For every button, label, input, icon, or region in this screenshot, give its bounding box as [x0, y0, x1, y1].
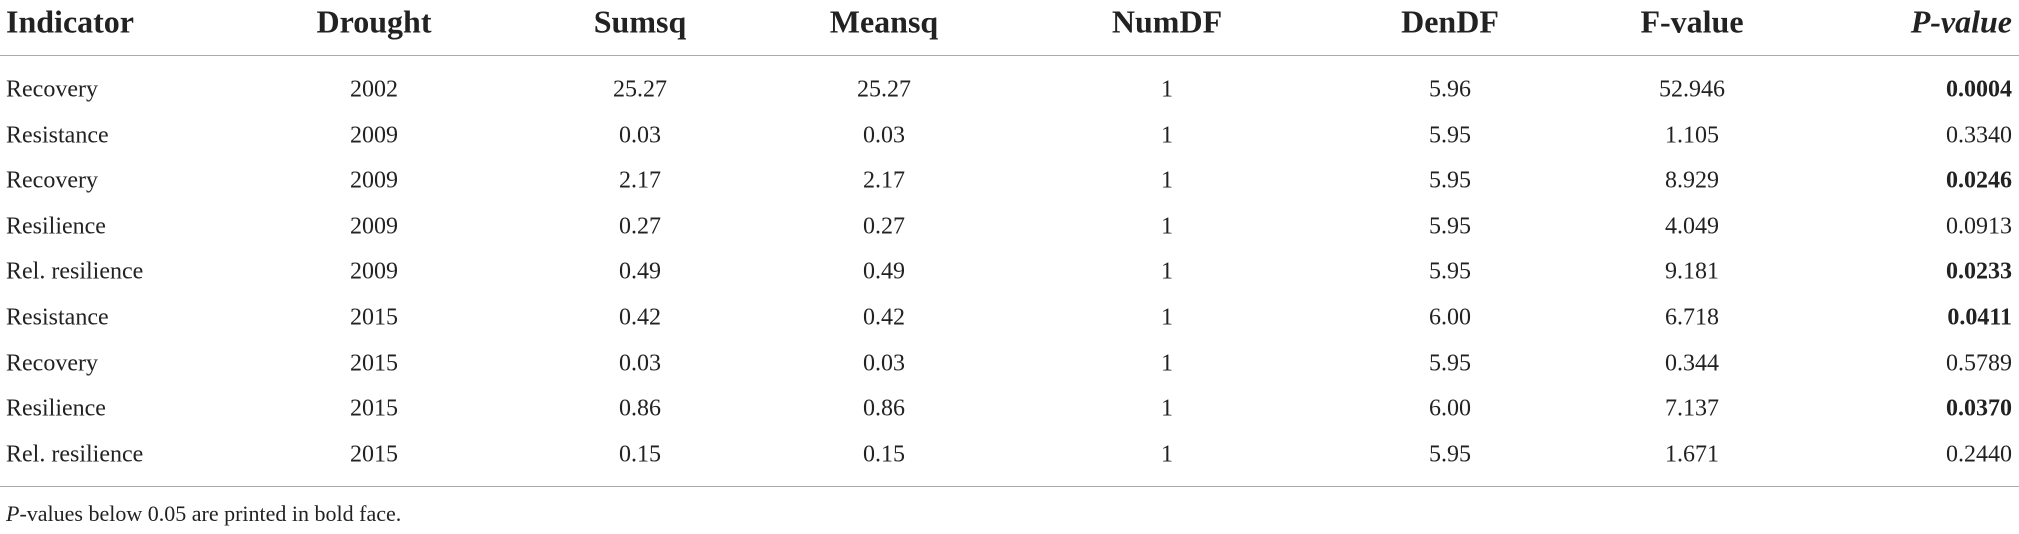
table-cell: 9.181 — [1665, 258, 1719, 285]
table-cell: 5.95 — [1429, 258, 1471, 285]
table-cell: 0.42 — [863, 304, 905, 331]
table-cell: 6.00 — [1429, 304, 1471, 331]
table-cell: 0.03 — [863, 122, 905, 149]
table-cell: 0.0370 — [1946, 395, 2012, 422]
table-cell: 2009 — [350, 122, 398, 149]
table-cell: 2.17 — [863, 167, 905, 194]
table-cell: 0.3340 — [1946, 122, 2012, 149]
table-cell: 0.0004 — [1946, 76, 2012, 103]
table-cell: Recovery — [6, 76, 98, 103]
table-cell: 2009 — [350, 213, 398, 240]
table-cell: 5.95 — [1429, 441, 1471, 468]
table-cell: Rel. resilience — [6, 441, 144, 468]
column-header: Drought — [316, 3, 432, 40]
table-cell: 0.5789 — [1946, 350, 2012, 377]
table-cell: Resilience — [6, 213, 106, 240]
table-cell: 0.27 — [619, 213, 661, 240]
column-header: NumDF — [1111, 3, 1223, 40]
table-cell: Resistance — [6, 122, 109, 149]
table-cell: 0.15 — [619, 441, 661, 468]
table-cell: 0.03 — [863, 350, 905, 377]
table-cell: 2.17 — [619, 167, 661, 194]
table-cell: 1 — [1161, 167, 1173, 194]
table-cell: 1.671 — [1665, 441, 1719, 468]
table-cell: 5.95 — [1429, 167, 1471, 194]
table-cell: 1 — [1161, 304, 1173, 331]
table-cell: 0.0913 — [1946, 213, 2012, 240]
table-cell: 5.95 — [1429, 213, 1471, 240]
header-rule — [0, 55, 2019, 56]
table-cell: 5.95 — [1429, 122, 1471, 149]
table-cell: Resilience — [6, 395, 106, 422]
table-cell: 0.0411 — [1947, 304, 2012, 331]
column-header: Indicator — [6, 3, 134, 40]
column-header: P-value — [1910, 3, 2012, 40]
table-cell: 2002 — [350, 76, 398, 103]
table-cell: 0.15 — [863, 441, 905, 468]
footnote: P-values below 0.05 are printed in bold … — [6, 501, 401, 527]
table-cell: 2009 — [350, 258, 398, 285]
table-cell: 2015 — [350, 304, 398, 331]
table-cell: 25.27 — [857, 76, 911, 103]
table-cell: 0.86 — [863, 395, 905, 422]
table-cell: 1 — [1161, 258, 1173, 285]
column-header: Meansq — [829, 3, 939, 40]
table-cell: 7.137 — [1665, 395, 1719, 422]
table-cell: 0.86 — [619, 395, 661, 422]
table-cell: 0.344 — [1665, 350, 1719, 377]
table-cell: 6.00 — [1429, 395, 1471, 422]
table-cell: 0.49 — [863, 258, 905, 285]
footnote-italic: P — [6, 501, 20, 526]
table-cell: 2015 — [350, 441, 398, 468]
table-cell: Resistance — [6, 304, 109, 331]
footnote-text: -values below 0.05 are printed in bold f… — [19, 501, 402, 526]
table-cell: 1 — [1161, 395, 1173, 422]
table-cell: 1 — [1161, 441, 1173, 468]
table-cell: 2015 — [350, 395, 398, 422]
table-cell: 2009 — [350, 167, 398, 194]
column-header: F-value — [1640, 3, 1744, 40]
table-cell: 6.718 — [1665, 304, 1719, 331]
column-header: Sumsq — [593, 3, 687, 40]
table-cell: 0.03 — [619, 350, 661, 377]
table-cell: 25.27 — [613, 76, 667, 103]
table-cell: 1.105 — [1665, 122, 1719, 149]
table-cell: 0.49 — [619, 258, 661, 285]
table-cell: 0.0233 — [1946, 258, 2012, 285]
bottom-rule — [0, 486, 2019, 487]
table-cell: 2015 — [350, 350, 398, 377]
table-cell: 1 — [1161, 213, 1173, 240]
table-cell: 1 — [1161, 350, 1173, 377]
table-cell: Recovery — [6, 167, 98, 194]
table-cell: Recovery — [6, 350, 98, 377]
table-cell: 5.95 — [1429, 350, 1471, 377]
column-header: DenDF — [1401, 3, 1499, 40]
table-cell: 1 — [1161, 122, 1173, 149]
table-cell: 0.42 — [619, 304, 661, 331]
table-cell: 4.049 — [1665, 213, 1719, 240]
table-cell: 0.27 — [863, 213, 905, 240]
table-cell: 52.946 — [1659, 76, 1725, 103]
table-cell: 1 — [1161, 76, 1173, 103]
table-cell: 8.929 — [1665, 167, 1719, 194]
table-cell: 0.2440 — [1946, 441, 2012, 468]
table-cell: 0.0246 — [1946, 167, 2012, 194]
table-cell: Rel. resilience — [6, 258, 144, 285]
table-cell: 5.96 — [1429, 76, 1471, 103]
table-cell: 0.03 — [619, 122, 661, 149]
